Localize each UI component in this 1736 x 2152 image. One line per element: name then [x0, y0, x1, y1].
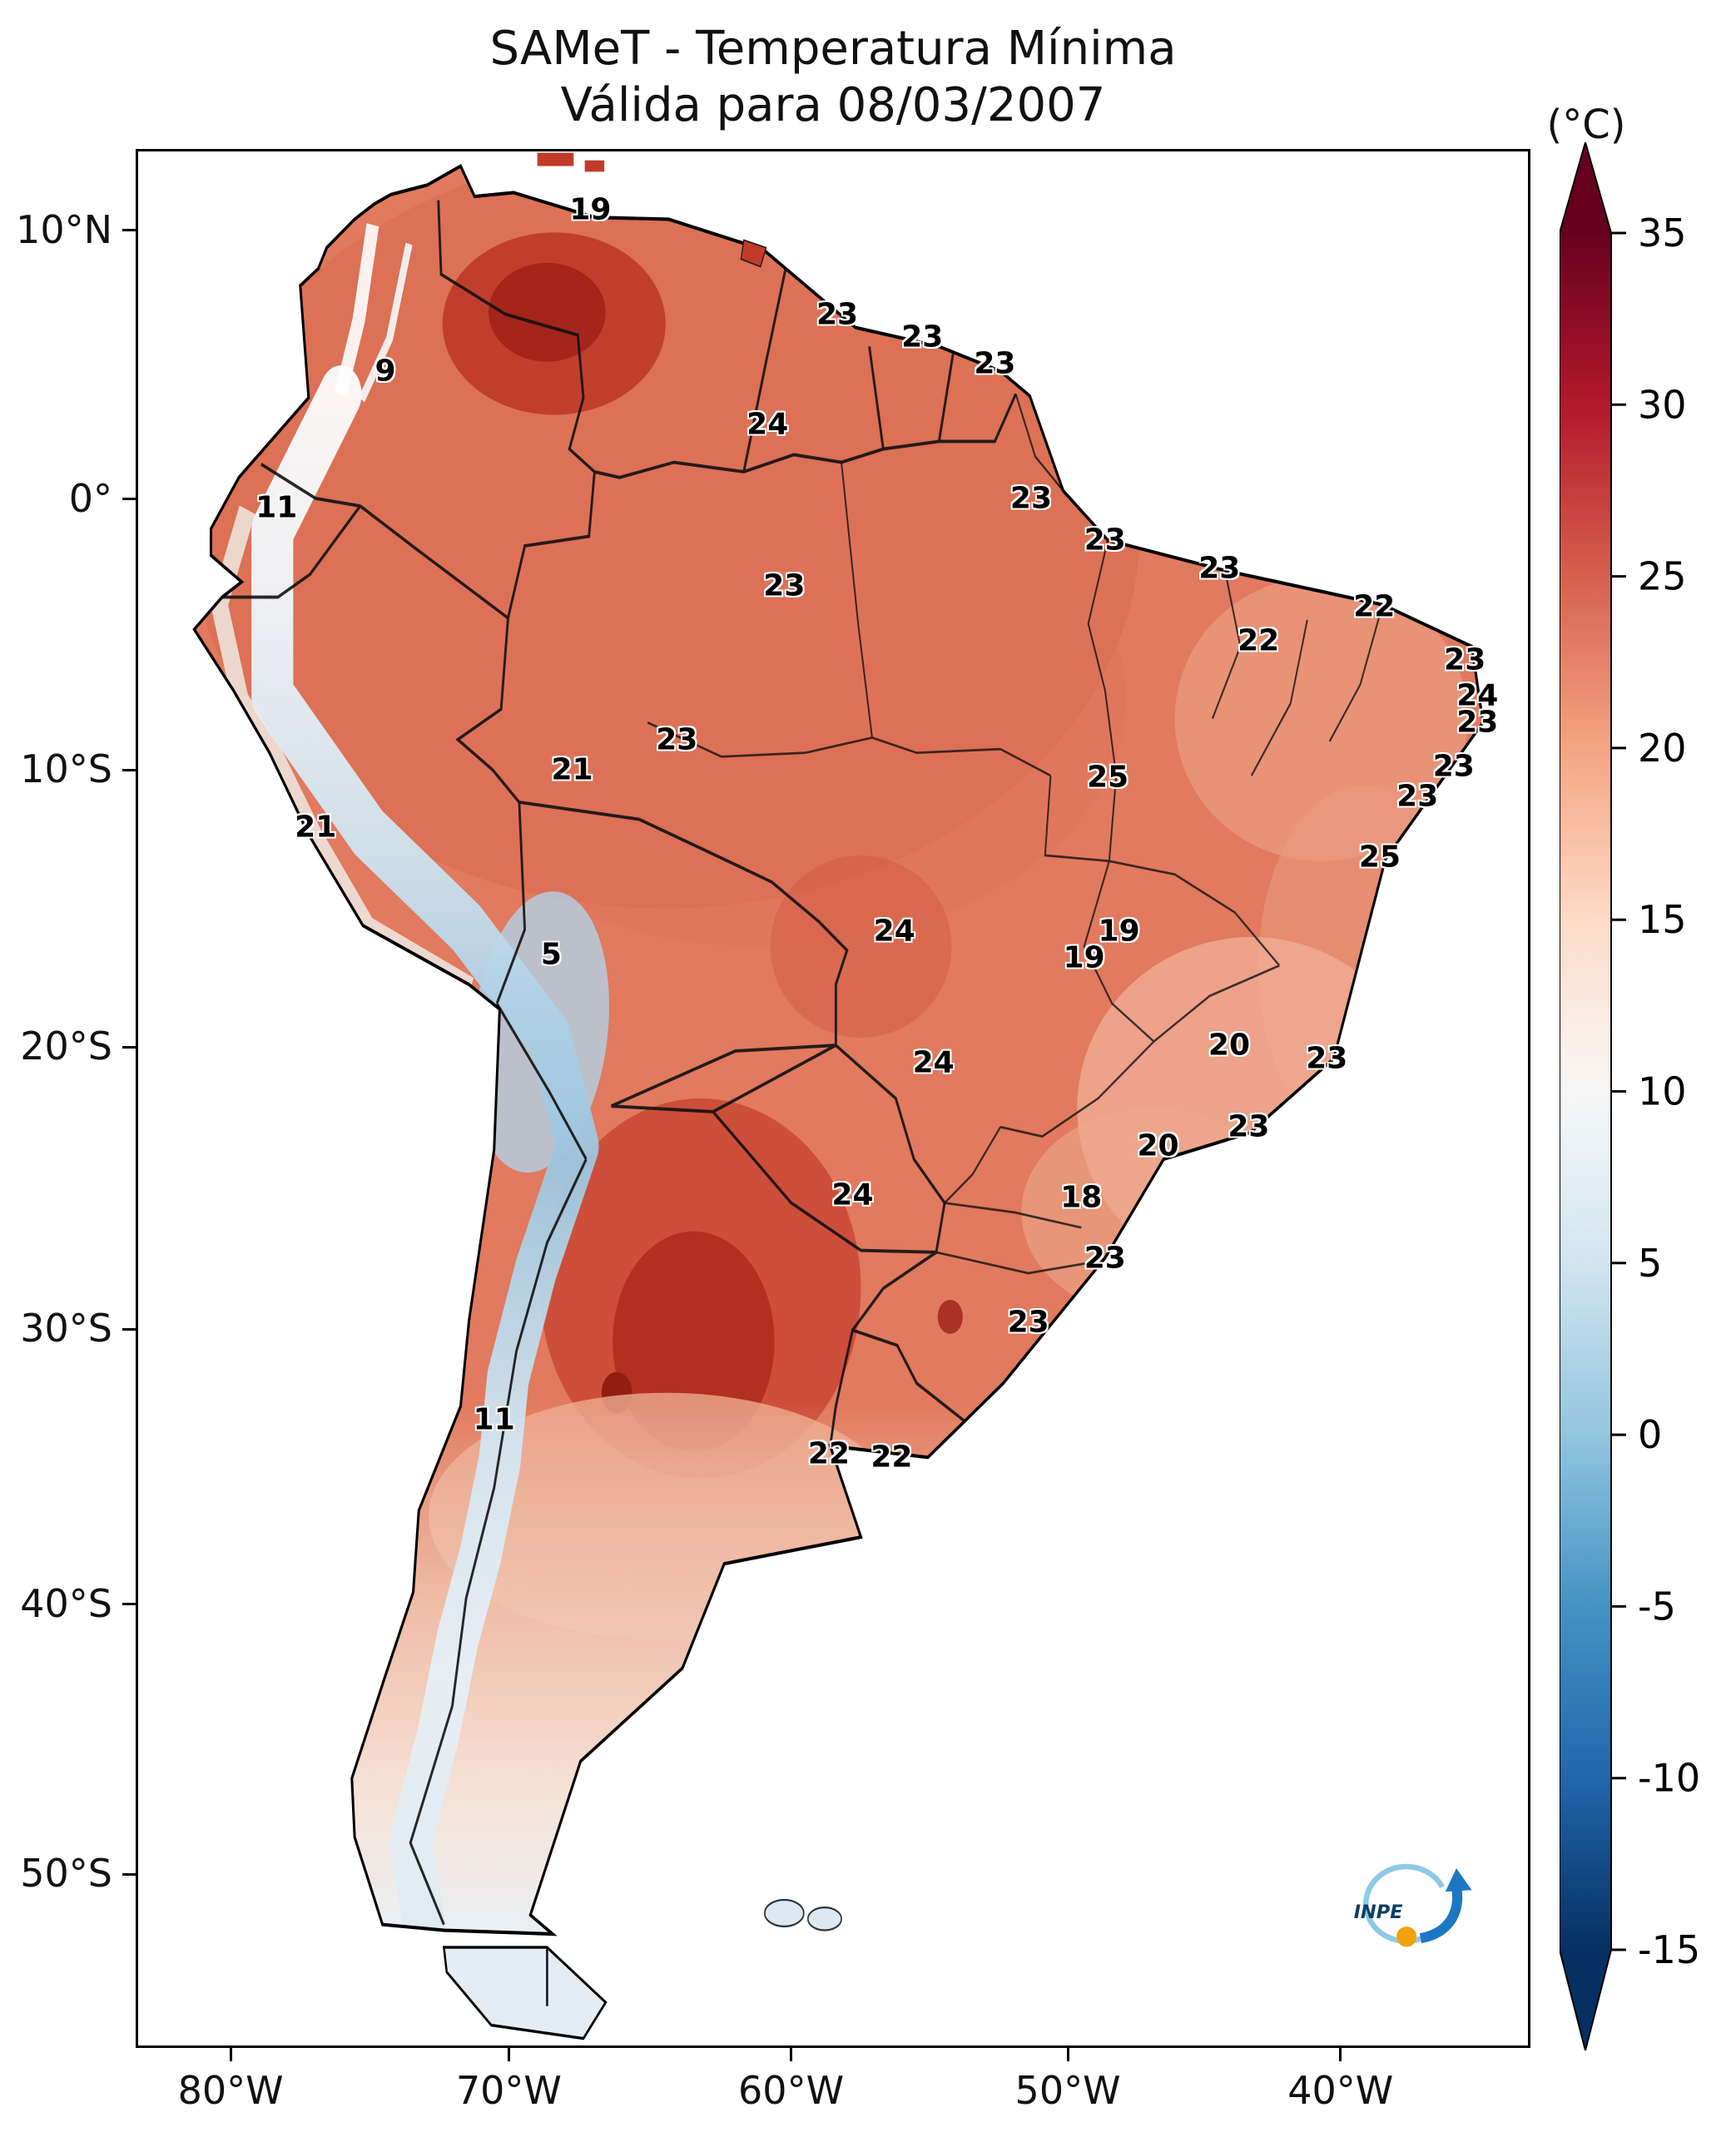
- temp-label: 22: [1238, 623, 1280, 658]
- temp-label: 22: [807, 1436, 851, 1471]
- colorbar-tick-label: 15: [1638, 897, 1687, 942]
- x-tick-mark: [507, 2048, 510, 2061]
- temp-label: 22: [1353, 589, 1396, 624]
- temp-label: 23: [1306, 1041, 1348, 1076]
- temp-label: 23: [1198, 551, 1241, 586]
- temp-label: 23: [1007, 1305, 1049, 1340]
- colorbar-tick-label: 5: [1638, 1241, 1662, 1286]
- x-tick-label: 80°W: [177, 2068, 284, 2113]
- colorbar-tick-label: 35: [1638, 211, 1687, 255]
- x-tick-mark: [1339, 2048, 1342, 2061]
- temp-label: 24: [912, 1045, 955, 1080]
- temp-label: 19: [569, 192, 612, 227]
- caribbean-island: [740, 239, 767, 268]
- colorbar-gradient-bar: [1560, 142, 1612, 2050]
- y-tick-label: 10°N: [16, 206, 112, 252]
- y-tick-mark: [122, 498, 136, 501]
- temp-label: 23: [1456, 705, 1499, 740]
- country-borders: [221, 200, 1017, 1926]
- colorbar-tick-label: -5: [1638, 1584, 1676, 1629]
- logo-arrow-icon: [1419, 1886, 1463, 1944]
- y-tick-label: 20°S: [20, 1024, 112, 1069]
- temp-label: 22: [870, 1440, 913, 1475]
- temp-label: 23: [1432, 749, 1475, 784]
- colorbar-tick-label: 10: [1638, 1069, 1687, 1114]
- colorbar: 35 30 25 20 15 10 5 0 -5 -10 -15: [1560, 142, 1700, 2050]
- x-tick-mark: [229, 2048, 232, 2061]
- y-tick-label: 10°S: [20, 746, 112, 792]
- y-tick-mark: [122, 768, 136, 771]
- x-tick-label: 50°W: [1014, 2068, 1121, 2113]
- y-tick-mark: [122, 1872, 136, 1876]
- colorbar-tick-label: 25: [1638, 554, 1687, 599]
- inpe-logo: INPE: [1354, 1863, 1472, 1947]
- y-tick-mark: [122, 229, 136, 232]
- x-tick-label: 60°W: [738, 2068, 845, 2113]
- temperature-labels-layer: 19 23 23 23 24 9 11 23 23 23 22 22 23 24 23 23 23 23 21 25 2…: [136, 149, 1530, 2048]
- title-line-1: SAMeT - Temperatura Mínima: [489, 22, 1177, 76]
- temp-label: 5: [540, 937, 562, 972]
- temp-label: 24: [746, 407, 789, 442]
- temp-label: 23: [1009, 481, 1053, 516]
- state-borders: [647, 393, 1384, 1275]
- andes-mountains: [251, 365, 599, 1935]
- y-tick-mark: [122, 1327, 136, 1331]
- coastline: [192, 163, 1485, 1936]
- temp-label: 21: [295, 810, 337, 845]
- y-tick-mark: [122, 1603, 136, 1606]
- temp-label: 25: [1358, 840, 1401, 875]
- temp-label: 23: [1084, 1241, 1126, 1276]
- island: [764, 1898, 805, 1928]
- temp-label: 9: [374, 354, 396, 389]
- title-line-2: Válida para 08/03/2007: [560, 78, 1106, 132]
- temp-label: 20: [1137, 1128, 1179, 1163]
- caribbean-island: [537, 152, 574, 166]
- colorbar-ticks: 35 30 25 20 15 10 5 0 -5 -10 -15: [1611, 211, 1700, 1972]
- colorbar-tick-label: 20: [1638, 726, 1687, 771]
- plot-area: 19 23 23 23 24 9 11 23 23 23 22 22 23 24 23 23 23 23 21 25 2…: [136, 149, 1530, 2048]
- temp-label: 23: [974, 346, 1016, 381]
- caribbean-island: [584, 160, 605, 172]
- y-tick-label: 0°: [68, 475, 112, 521]
- temp-label: 24: [1456, 678, 1499, 713]
- colorbar-tick-label: 0: [1638, 1412, 1662, 1457]
- island: [806, 1906, 842, 1931]
- temp-label: 23: [901, 320, 944, 355]
- temp-label: 23: [763, 568, 806, 603]
- temp-label: 24: [873, 914, 915, 949]
- colorbar-tick-label: -10: [1638, 1756, 1700, 1801]
- temp-label: 23: [816, 297, 859, 332]
- colorbar-tick-label: 30: [1638, 382, 1687, 427]
- temp-label: 19: [1098, 914, 1140, 949]
- x-tick-label: 40°W: [1287, 2068, 1394, 2113]
- y-tick-label: 40°S: [20, 1580, 112, 1626]
- y-tick-mark: [122, 1045, 136, 1049]
- temp-label: 25: [1087, 760, 1129, 795]
- x-tick-mark: [790, 2048, 793, 2061]
- temp-label: 20: [1208, 1028, 1251, 1063]
- x-tick-label: 70°W: [455, 2068, 562, 2113]
- temp-label: 23: [1396, 779, 1439, 814]
- logo-orange-dot-icon: [1396, 1926, 1417, 1947]
- y-tick-label: 30°S: [20, 1306, 112, 1351]
- temp-label: 23: [656, 722, 698, 757]
- inpe-logo-text: INPE: [1354, 1902, 1403, 1923]
- temp-label: 19: [1063, 940, 1105, 975]
- temp-label: 23: [1228, 1109, 1270, 1144]
- temp-label: 23: [1444, 642, 1486, 677]
- temp-label: 23: [1084, 523, 1126, 558]
- map-svg: [192, 152, 1485, 2040]
- temp-label: 24: [831, 1178, 874, 1212]
- temp-label: 18: [1060, 1180, 1103, 1215]
- x-tick-mark: [1066, 2048, 1069, 2061]
- colorbar-tick-label: -15: [1638, 1927, 1700, 1972]
- temp-label: 11: [255, 490, 298, 525]
- temp-label: 21: [551, 752, 593, 787]
- temp-label: 11: [473, 1402, 515, 1437]
- colorbar-unit-label: (°C): [1546, 102, 1626, 148]
- y-tick-label: 50°S: [20, 1851, 112, 1897]
